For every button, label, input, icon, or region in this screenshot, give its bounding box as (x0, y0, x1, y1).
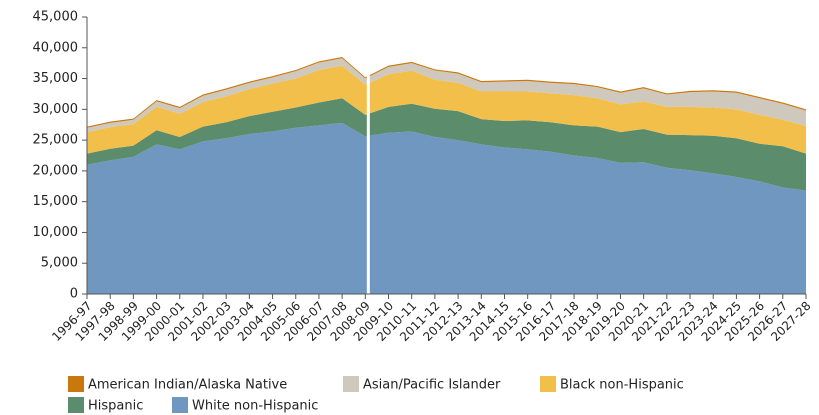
y-tick-label: 25,000 (33, 133, 79, 148)
y-tick-label: 10,000 (33, 225, 79, 240)
y-tick-label: 0 (70, 287, 78, 302)
legend-swatch (68, 376, 84, 392)
legend-swatch (68, 397, 84, 413)
legend-label: Black non-Hispanic (560, 378, 684, 393)
area (87, 98, 806, 191)
y-tick-label: 40,000 (33, 40, 79, 55)
legend-label: American Indian/Alaska Native (88, 378, 287, 393)
area (87, 122, 806, 295)
legend-label: Hispanic (88, 399, 143, 414)
y-tick-label: 35,000 (33, 71, 79, 86)
y-tick-label: 5,000 (41, 256, 78, 271)
y-tick-label: 45,000 (33, 10, 79, 25)
y-tick-label: 30,000 (33, 102, 79, 117)
legend-label: White non-Hispanic (192, 399, 318, 414)
area (87, 58, 806, 133)
y-tick-label: 15,000 (33, 194, 79, 209)
y-tick-label: 20,000 (33, 163, 79, 178)
legend-swatch (343, 376, 359, 392)
legend-swatch (540, 376, 556, 392)
x-tick-labels: 1996-971997-981998-991999-002000-012001-… (49, 299, 813, 344)
legend-label: Asian/Pacific Islander (363, 378, 501, 393)
area (87, 65, 806, 154)
area (87, 57, 806, 128)
legend-swatch (172, 397, 188, 413)
